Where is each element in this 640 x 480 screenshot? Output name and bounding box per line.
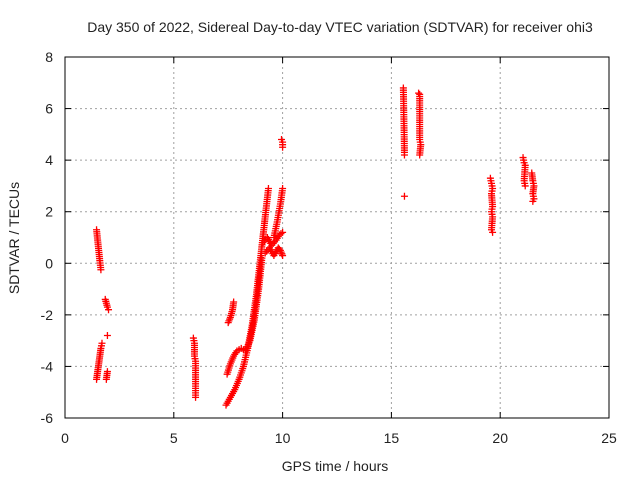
series-seg-19 <box>486 174 497 236</box>
y-axis-label: SDTVAR / TECUs <box>6 182 22 294</box>
data-point <box>415 89 423 97</box>
data-point <box>521 182 529 190</box>
data-point <box>400 192 408 200</box>
series-rise-a <box>222 185 272 409</box>
data-point <box>230 298 238 306</box>
plot-frame <box>64 56 610 419</box>
data-point <box>103 368 111 376</box>
x-tick-label: 20 <box>492 430 508 446</box>
data-point <box>279 228 287 236</box>
series-rise-e <box>261 244 287 260</box>
y-tick-label: -2 <box>41 307 54 323</box>
series-seg-16 <box>415 89 425 159</box>
series-seg-21b <box>528 169 538 205</box>
y-tick-label: 0 <box>45 255 53 271</box>
x-axis-label: GPS time / hours <box>282 458 389 474</box>
tick-layer: 0 5 10 15 20 25 -6 -4 -2 0 2 4 6 8 <box>41 49 617 446</box>
data-point <box>489 228 497 236</box>
series-seg-1e <box>103 331 111 339</box>
y-tick-label: -6 <box>41 410 54 426</box>
data-point <box>105 306 113 314</box>
series-seg-1c <box>101 295 113 314</box>
x-tick-label: 0 <box>61 430 69 446</box>
x-tick-label: 5 <box>170 430 178 446</box>
marks-layer <box>93 84 538 409</box>
y-tick-label: 8 <box>45 49 53 65</box>
data-point <box>98 339 106 347</box>
x-tick-label: 25 <box>601 430 617 446</box>
x-tick-label: 10 <box>275 430 291 446</box>
data-point <box>279 252 287 260</box>
series-rise-f <box>270 185 287 241</box>
series-seg-15a <box>399 84 408 159</box>
y-tick-label: 4 <box>45 152 53 168</box>
data-point <box>97 266 105 274</box>
x-tick-label: 15 <box>384 430 400 446</box>
series-seg-1b <box>93 339 106 383</box>
grid-layer <box>65 57 609 418</box>
series-rise-d <box>259 228 287 249</box>
data-point <box>264 185 272 193</box>
data-point <box>416 151 424 159</box>
data-point <box>529 197 537 205</box>
series-seg-10 <box>278 136 287 151</box>
y-tick-label: -4 <box>41 358 54 374</box>
series-seg-15b <box>400 192 408 200</box>
y-tick-label: 2 <box>45 204 53 220</box>
chart-title: Day 350 of 2022, Sidereal Day-to-day VTE… <box>87 19 593 35</box>
data-point <box>279 143 287 151</box>
series-rise-c <box>224 298 238 327</box>
series-rise-b <box>223 254 266 378</box>
series-seg-1d <box>102 368 111 383</box>
data-point <box>400 151 408 159</box>
data-point <box>279 185 287 193</box>
data-point <box>103 331 111 339</box>
data-point <box>277 230 285 238</box>
series-seg-2 <box>189 334 200 401</box>
series-seg-1a <box>93 226 105 274</box>
data-point <box>258 254 266 262</box>
y-tick-label: 6 <box>45 101 53 117</box>
data-point <box>192 393 200 401</box>
series-seg-21a <box>519 154 529 190</box>
